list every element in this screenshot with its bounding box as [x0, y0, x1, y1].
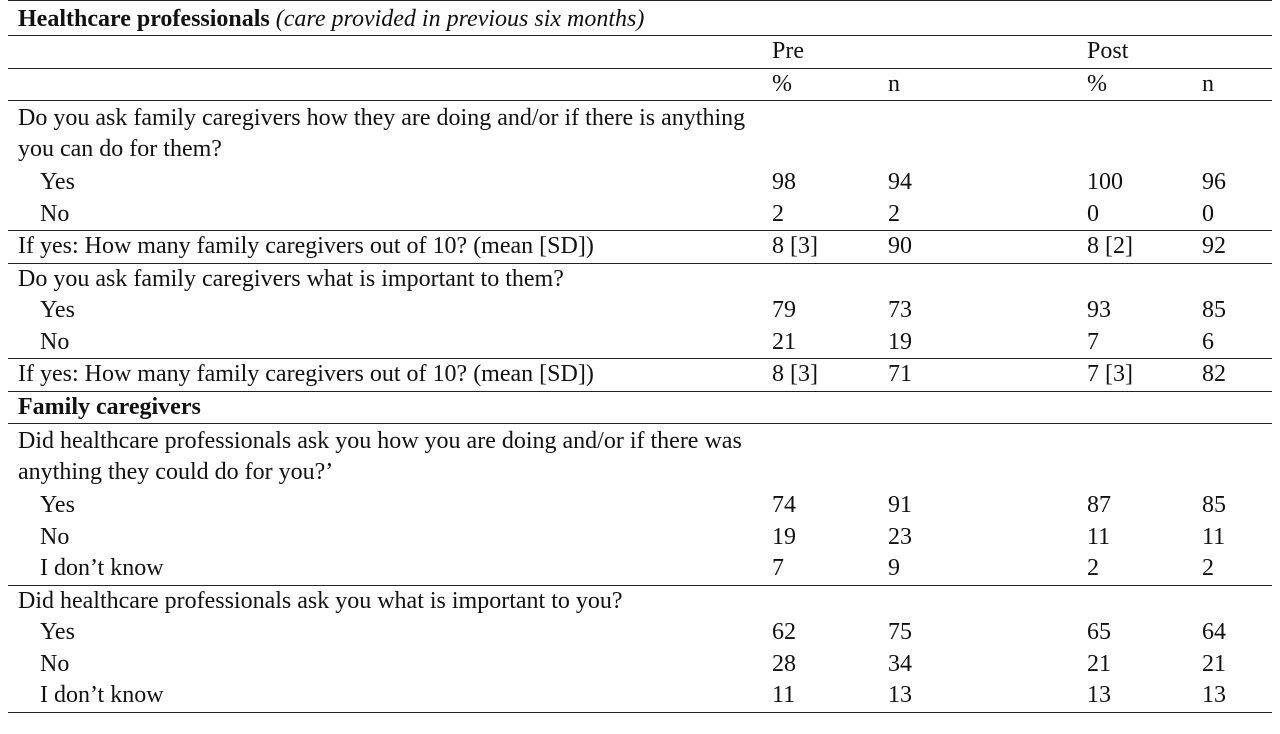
post-n-cell: 0 — [1202, 200, 1214, 227]
pre-pct-cell: 79 — [772, 297, 796, 323]
answer-row: Yes 62 75 65 64 — [8, 617, 1272, 649]
pre-pct-cell: 62 — [772, 619, 796, 645]
pre-pct-cell: 8 [3] — [772, 361, 818, 387]
post-pct-cell: 87 — [1087, 492, 1111, 518]
post-pct-cell: 93 — [1087, 297, 1111, 323]
pre-pct-cell: 98 — [772, 169, 796, 195]
post-pct-cell: 100 — [1087, 169, 1123, 195]
post-pct-cell: 7 — [1087, 328, 1099, 355]
pre-pct-cell: 28 — [772, 650, 796, 677]
pre-n-cell: 71 — [888, 361, 912, 387]
post-n-cell: 11 — [1202, 523, 1226, 550]
post-pct-cell: 7 [3] — [1087, 361, 1133, 387]
post-n-cell: 85 — [1202, 492, 1226, 518]
pre-n-cell: 90 — [888, 233, 912, 259]
question-text: Did healthcare professionals ask you wha… — [18, 587, 623, 614]
question-text: Do you ask family caregivers how they ar… — [18, 105, 746, 162]
answer-label: I don’t know — [40, 682, 164, 708]
pre-n-cell: 94 — [888, 169, 912, 195]
answer-row: Yes 98 94 100 96 — [8, 167, 1272, 199]
post-pct-cell: 0 — [1087, 200, 1099, 227]
pre-n-cell: 34 — [888, 650, 912, 677]
followup-text: If yes: How many family caregivers out o… — [18, 361, 594, 387]
pre-n-cell: 13 — [888, 682, 912, 708]
answer-label: No — [40, 328, 70, 355]
pre-n-cell: 73 — [888, 297, 912, 323]
answer-row: I don’t know 11 13 13 13 — [8, 680, 1272, 713]
answer-row: I don’t know 7 9 2 2 — [8, 553, 1272, 586]
post-n-cell: 96 — [1202, 169, 1226, 195]
pre-pct-cell: 74 — [772, 492, 796, 518]
column-header-pre: Pre — [772, 38, 804, 64]
post-n-cell: 85 — [1202, 297, 1226, 323]
answer-row: Yes 79 73 93 85 — [8, 295, 1272, 327]
answer-row: No 19 23 11 11 — [8, 522, 1272, 554]
column-header-pre-n: n — [888, 70, 900, 97]
followup-row: If yes: How many family caregivers out o… — [8, 359, 1272, 392]
post-n-cell: 82 — [1202, 361, 1226, 387]
pre-n-cell: 9 — [888, 555, 900, 581]
post-pct-cell: 65 — [1087, 619, 1111, 645]
post-n-cell: 13 — [1202, 682, 1226, 708]
pre-pct-cell: 21 — [772, 328, 796, 355]
post-pct-cell: 13 — [1087, 682, 1111, 708]
section-title: Healthcare professionals — [18, 6, 270, 32]
post-pct-cell: 2 — [1087, 555, 1099, 581]
followup-row: If yes: How many family caregivers out o… — [8, 231, 1272, 264]
answer-row: No 21 19 7 6 — [8, 327, 1272, 359]
pre-pct-cell: 7 — [772, 555, 784, 581]
post-pct-cell: 11 — [1087, 523, 1111, 550]
question-row: Do you ask family caregivers what is imp… — [8, 264, 1272, 296]
section-header-healthcare-professionals: Healthcare professionals (care provided … — [8, 0, 1272, 36]
column-header-post-pct: % — [1087, 70, 1107, 97]
section-title: Family caregivers — [18, 393, 201, 420]
post-n-cell: 6 — [1202, 328, 1214, 355]
pre-n-cell: 75 — [888, 619, 912, 645]
pre-pct-cell: 19 — [772, 523, 796, 550]
column-header-post: Post — [1087, 38, 1129, 64]
pre-n-cell: 2 — [888, 200, 900, 227]
post-n-cell: 21 — [1202, 650, 1226, 677]
answer-label: No — [40, 200, 70, 227]
answer-row: No 28 34 21 21 — [8, 649, 1272, 681]
question-text: Did healthcare professionals ask you how… — [18, 428, 742, 485]
question-text: Do you ask family caregivers what is imp… — [18, 265, 564, 292]
answer-label: Yes — [40, 492, 75, 518]
answer-row: Yes 74 91 87 85 — [8, 490, 1272, 522]
pre-n-cell: 91 — [888, 492, 912, 518]
results-table: Healthcare professionals (care provided … — [8, 0, 1272, 713]
question-row: Did healthcare professionals ask you wha… — [8, 586, 1272, 618]
answer-label: Yes — [40, 619, 75, 645]
answer-label: No — [40, 523, 70, 550]
pre-pct-cell: 8 [3] — [772, 233, 818, 259]
answer-label: Yes — [40, 297, 75, 323]
answer-label: I don’t know — [40, 555, 164, 581]
column-header-post-n: n — [1202, 70, 1214, 97]
section-header-family-caregivers: Family caregivers — [8, 392, 1272, 424]
post-pct-cell: 21 — [1087, 650, 1111, 677]
question-row: Did healthcare professionals ask you how… — [8, 424, 1272, 490]
section-subtitle: (care provided in previous six months) — [275, 6, 645, 32]
answer-label: No — [40, 650, 70, 677]
column-subheader: % n % n — [8, 69, 1272, 101]
post-n-cell: 92 — [1202, 233, 1226, 259]
post-n-cell: 2 — [1202, 555, 1214, 581]
pre-pct-cell: 11 — [772, 682, 796, 708]
pre-pct-cell: 2 — [772, 200, 784, 227]
pre-n-cell: 19 — [888, 328, 912, 355]
post-n-cell: 64 — [1202, 619, 1226, 645]
question-row: Do you ask family caregivers how they ar… — [8, 101, 1272, 167]
post-pct-cell: 8 [2] — [1087, 233, 1133, 259]
answer-label: Yes — [40, 169, 75, 195]
pre-n-cell: 23 — [888, 523, 912, 550]
answer-row: No 2 2 0 0 — [8, 199, 1272, 231]
column-header-pre-pct: % — [772, 70, 792, 97]
column-group-header: Pre Post — [8, 36, 1272, 69]
followup-text: If yes: How many family caregivers out o… — [18, 233, 594, 259]
